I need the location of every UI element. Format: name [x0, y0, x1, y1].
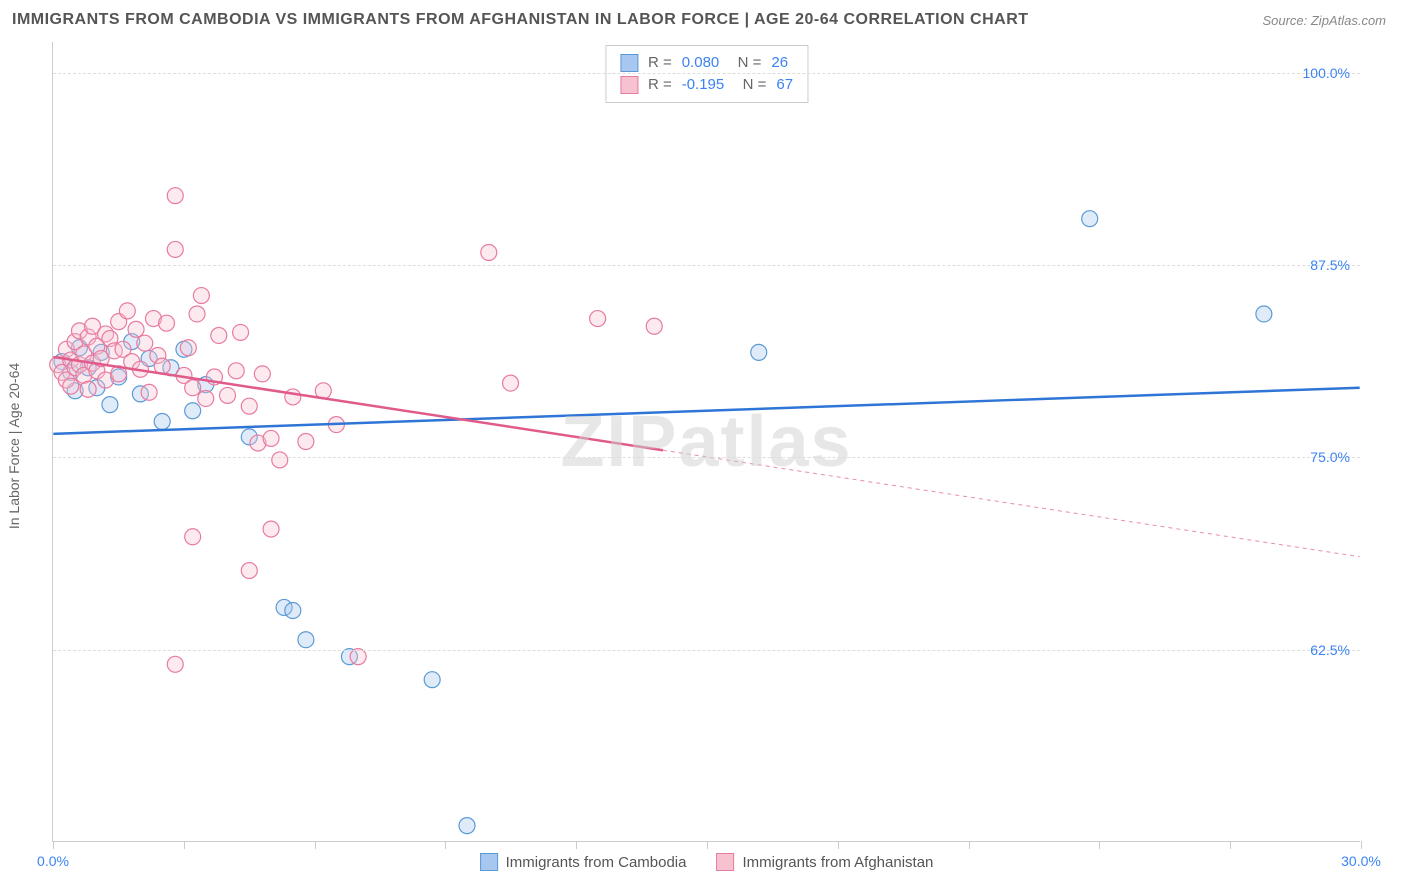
data-point: [141, 384, 157, 400]
x-tick: [53, 841, 54, 849]
data-point: [298, 434, 314, 450]
x-tick: [1099, 841, 1100, 849]
data-point: [424, 672, 440, 688]
data-point: [80, 381, 96, 397]
gridline: [53, 457, 1360, 458]
x-tick: [184, 841, 185, 849]
data-point: [459, 818, 475, 834]
data-point: [646, 318, 662, 334]
x-tick: [707, 841, 708, 849]
r-label: R =: [648, 74, 672, 96]
stats-row-afghanistan: R = -0.195 N = 67: [620, 74, 793, 96]
data-point: [751, 344, 767, 360]
data-point: [167, 241, 183, 257]
n-value-afghanistan: 67: [776, 74, 793, 96]
x-tick: [315, 841, 316, 849]
data-point: [503, 375, 519, 391]
data-point: [1256, 306, 1272, 322]
data-point: [272, 452, 288, 468]
data-point: [198, 390, 214, 406]
data-point: [185, 529, 201, 545]
data-point: [137, 335, 153, 351]
swatch-cambodia: [480, 853, 498, 871]
chart-title: IMMIGRANTS FROM CAMBODIA VS IMMIGRANTS F…: [12, 11, 1029, 29]
series-legend: Immigrants from Cambodia Immigrants from…: [480, 853, 934, 871]
plot-area: ZIPatlas R = 0.080 N = 26 R = -0.195 N =…: [52, 42, 1360, 842]
swatch-afghanistan: [716, 853, 734, 871]
y-tick-label: 100.0%: [1303, 65, 1350, 81]
gridline: [53, 265, 1360, 266]
data-point: [180, 340, 196, 356]
x-tick: [838, 841, 839, 849]
data-point: [159, 315, 175, 331]
data-point: [211, 327, 227, 343]
data-point: [285, 603, 301, 619]
data-point: [119, 303, 135, 319]
r-label: R =: [648, 52, 672, 74]
legend-label-afghanistan: Immigrants from Afghanistan: [742, 854, 933, 871]
data-point: [185, 403, 201, 419]
x-tick: [1361, 841, 1362, 849]
r-value-afghanistan: -0.195: [682, 74, 725, 96]
n-value-cambodia: 26: [771, 52, 788, 74]
r-value-cambodia: 0.080: [682, 52, 720, 74]
data-point: [241, 563, 257, 579]
n-label: N =: [729, 52, 761, 74]
trend-line: [53, 357, 663, 450]
gridline: [53, 650, 1360, 651]
stats-row-cambodia: R = 0.080 N = 26: [620, 52, 793, 74]
stats-legend: R = 0.080 N = 26 R = -0.195 N = 67: [605, 45, 808, 103]
data-point: [233, 324, 249, 340]
legend-item-cambodia: Immigrants from Cambodia: [480, 853, 687, 871]
data-point: [1082, 211, 1098, 227]
data-point: [285, 389, 301, 405]
data-point: [63, 378, 79, 394]
x-tick: [445, 841, 446, 849]
data-point: [167, 656, 183, 672]
x-tick: [576, 841, 577, 849]
data-point: [128, 321, 144, 337]
gridline: [53, 73, 1360, 74]
n-label: N =: [734, 74, 766, 96]
swatch-afghanistan: [620, 76, 638, 94]
data-point: [102, 397, 118, 413]
data-point: [189, 306, 205, 322]
data-point: [193, 288, 209, 304]
data-point: [263, 521, 279, 537]
data-point: [154, 414, 170, 430]
source-attribution: Source: ZipAtlas.com: [1262, 13, 1386, 28]
data-point: [298, 632, 314, 648]
data-point: [481, 245, 497, 261]
y-axis-label: In Labor Force | Age 20-64: [6, 363, 22, 529]
legend-label-cambodia: Immigrants from Cambodia: [506, 854, 687, 871]
legend-item-afghanistan: Immigrants from Afghanistan: [716, 853, 933, 871]
chart-header: IMMIGRANTS FROM CAMBODIA VS IMMIGRANTS F…: [0, 0, 1406, 40]
data-point: [254, 366, 270, 382]
y-tick-label: 75.0%: [1310, 449, 1350, 465]
data-point: [228, 363, 244, 379]
data-point: [241, 398, 257, 414]
x-tick-label: 0.0%: [37, 853, 69, 869]
trend-line-extrapolated: [663, 450, 1360, 557]
data-point: [263, 430, 279, 446]
x-tick: [969, 841, 970, 849]
data-point: [590, 311, 606, 327]
x-tick-label: 30.0%: [1341, 853, 1381, 869]
y-tick-label: 62.5%: [1310, 642, 1350, 658]
data-point: [167, 188, 183, 204]
data-point: [220, 387, 236, 403]
x-tick: [1230, 841, 1231, 849]
data-point: [350, 649, 366, 665]
y-tick-label: 87.5%: [1310, 257, 1350, 273]
swatch-cambodia: [620, 54, 638, 72]
data-point: [185, 380, 201, 396]
scatter-plot-svg: [53, 42, 1360, 841]
